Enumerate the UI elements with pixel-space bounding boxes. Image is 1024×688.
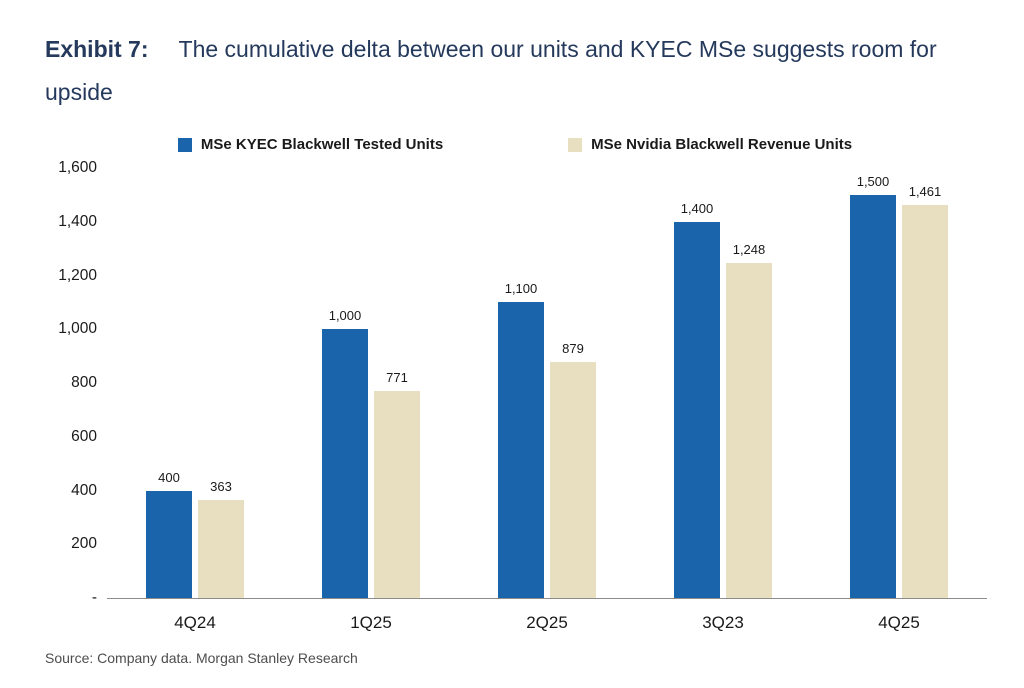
bar-with-label: 1,100 [498, 281, 544, 598]
bar-with-label: 1,248 [726, 242, 772, 598]
y-tick-label: 600 [71, 427, 97, 445]
y-tick-label: 800 [71, 374, 97, 391]
x-axis-label: 1Q25 [350, 613, 392, 632]
source-note: Source: Company data. Morgan Stanley Res… [45, 650, 358, 666]
bar-with-label: 363 [198, 479, 244, 598]
y-tick-label: 1,400 [58, 212, 97, 230]
bar-with-label: 771 [374, 370, 420, 598]
x-axis-label: 2Q25 [526, 613, 568, 632]
y-axis: - 200 400 600 800 1,000 1,200 1,400 1,600 [45, 159, 107, 606]
bar-value-label: 400 [158, 469, 180, 485]
legend-item: MSe Nvidia Blackwell Revenue Units [568, 136, 852, 153]
exhibit-title-text: The cumulative delta between our units a… [45, 36, 937, 105]
bar-value-label: 1,248 [732, 241, 766, 257]
plot-area: 400 363 1,000 771 1,100 879 1,400 1,248 1,500 1,4… [107, 168, 987, 599]
chart-legend: MSe KYEC Blackwell Tested Units MSe Nvidi… [45, 136, 985, 153]
bar-value-label: 879 [562, 340, 584, 356]
exhibit-number: Exhibit 7: [45, 36, 149, 62]
legend-swatch [568, 137, 583, 152]
bar-value-label: 771 [386, 369, 408, 385]
bar-group: 400 363 [107, 469, 283, 598]
bar-tested-units [146, 490, 192, 598]
bar-with-label: 879 [550, 341, 596, 598]
x-axis-label: 4Q25 [878, 613, 920, 632]
bar-with-label: 1,461 [902, 184, 948, 598]
bar-with-label: 1,400 [674, 201, 720, 598]
bar-group: 1,500 1,461 [811, 174, 987, 598]
legend-swatch [177, 137, 192, 152]
bar-value-label: 1,100 [504, 281, 538, 297]
bar-value-label: 1,461 [908, 184, 942, 200]
exhibit-title: Exhibit 7: The cumulative delta between o… [45, 28, 960, 114]
x-axis: 4Q24 1Q25 2Q25 3Q23 4Q25 [107, 599, 987, 633]
y-tick-label: 1,200 [58, 266, 97, 284]
x-axis-label: 4Q24 [174, 613, 216, 632]
bar-revenue-units [902, 205, 948, 598]
bar-value-label: 1,000 [328, 308, 362, 324]
y-tick-label: 1,600 [58, 159, 97, 176]
bar-revenue-units [726, 262, 772, 598]
bar-with-label: 1,500 [850, 174, 896, 598]
y-tick-label: 200 [71, 535, 97, 553]
bar-group: 1,400 1,248 [635, 201, 811, 598]
legend-label: MSe KYEC Blackwell Tested Units [200, 136, 444, 153]
bar-tested-units [498, 302, 544, 598]
bar-tested-units [850, 194, 896, 598]
bar-value-label: 1,400 [680, 200, 714, 216]
legend-item: MSe KYEC Blackwell Tested Units [177, 136, 444, 153]
bar-tested-units [322, 329, 368, 598]
x-axis-label: 3Q23 [702, 613, 744, 632]
bar-with-label: 400 [146, 469, 192, 598]
bar-value-label: 1,500 [856, 173, 890, 189]
y-tick-label: 400 [71, 481, 97, 499]
bar-value-label: 363 [210, 479, 232, 495]
legend-label: MSe Nvidia Blackwell Revenue Units [591, 136, 853, 153]
y-tick-label: 1,000 [58, 320, 97, 338]
bar-chart: - 200 400 600 800 1,000 1,200 1,400 1,600 400 363… [45, 159, 987, 606]
bar-with-label: 1,000 [322, 308, 368, 598]
bar-revenue-units [550, 361, 596, 598]
bar-group: 1,100 879 [459, 281, 635, 598]
bar-group: 1,000 771 [283, 308, 459, 598]
bar-revenue-units [374, 390, 420, 598]
bar-revenue-units [198, 500, 244, 598]
y-tick-label: - [91, 589, 97, 606]
bar-tested-units [674, 221, 720, 598]
